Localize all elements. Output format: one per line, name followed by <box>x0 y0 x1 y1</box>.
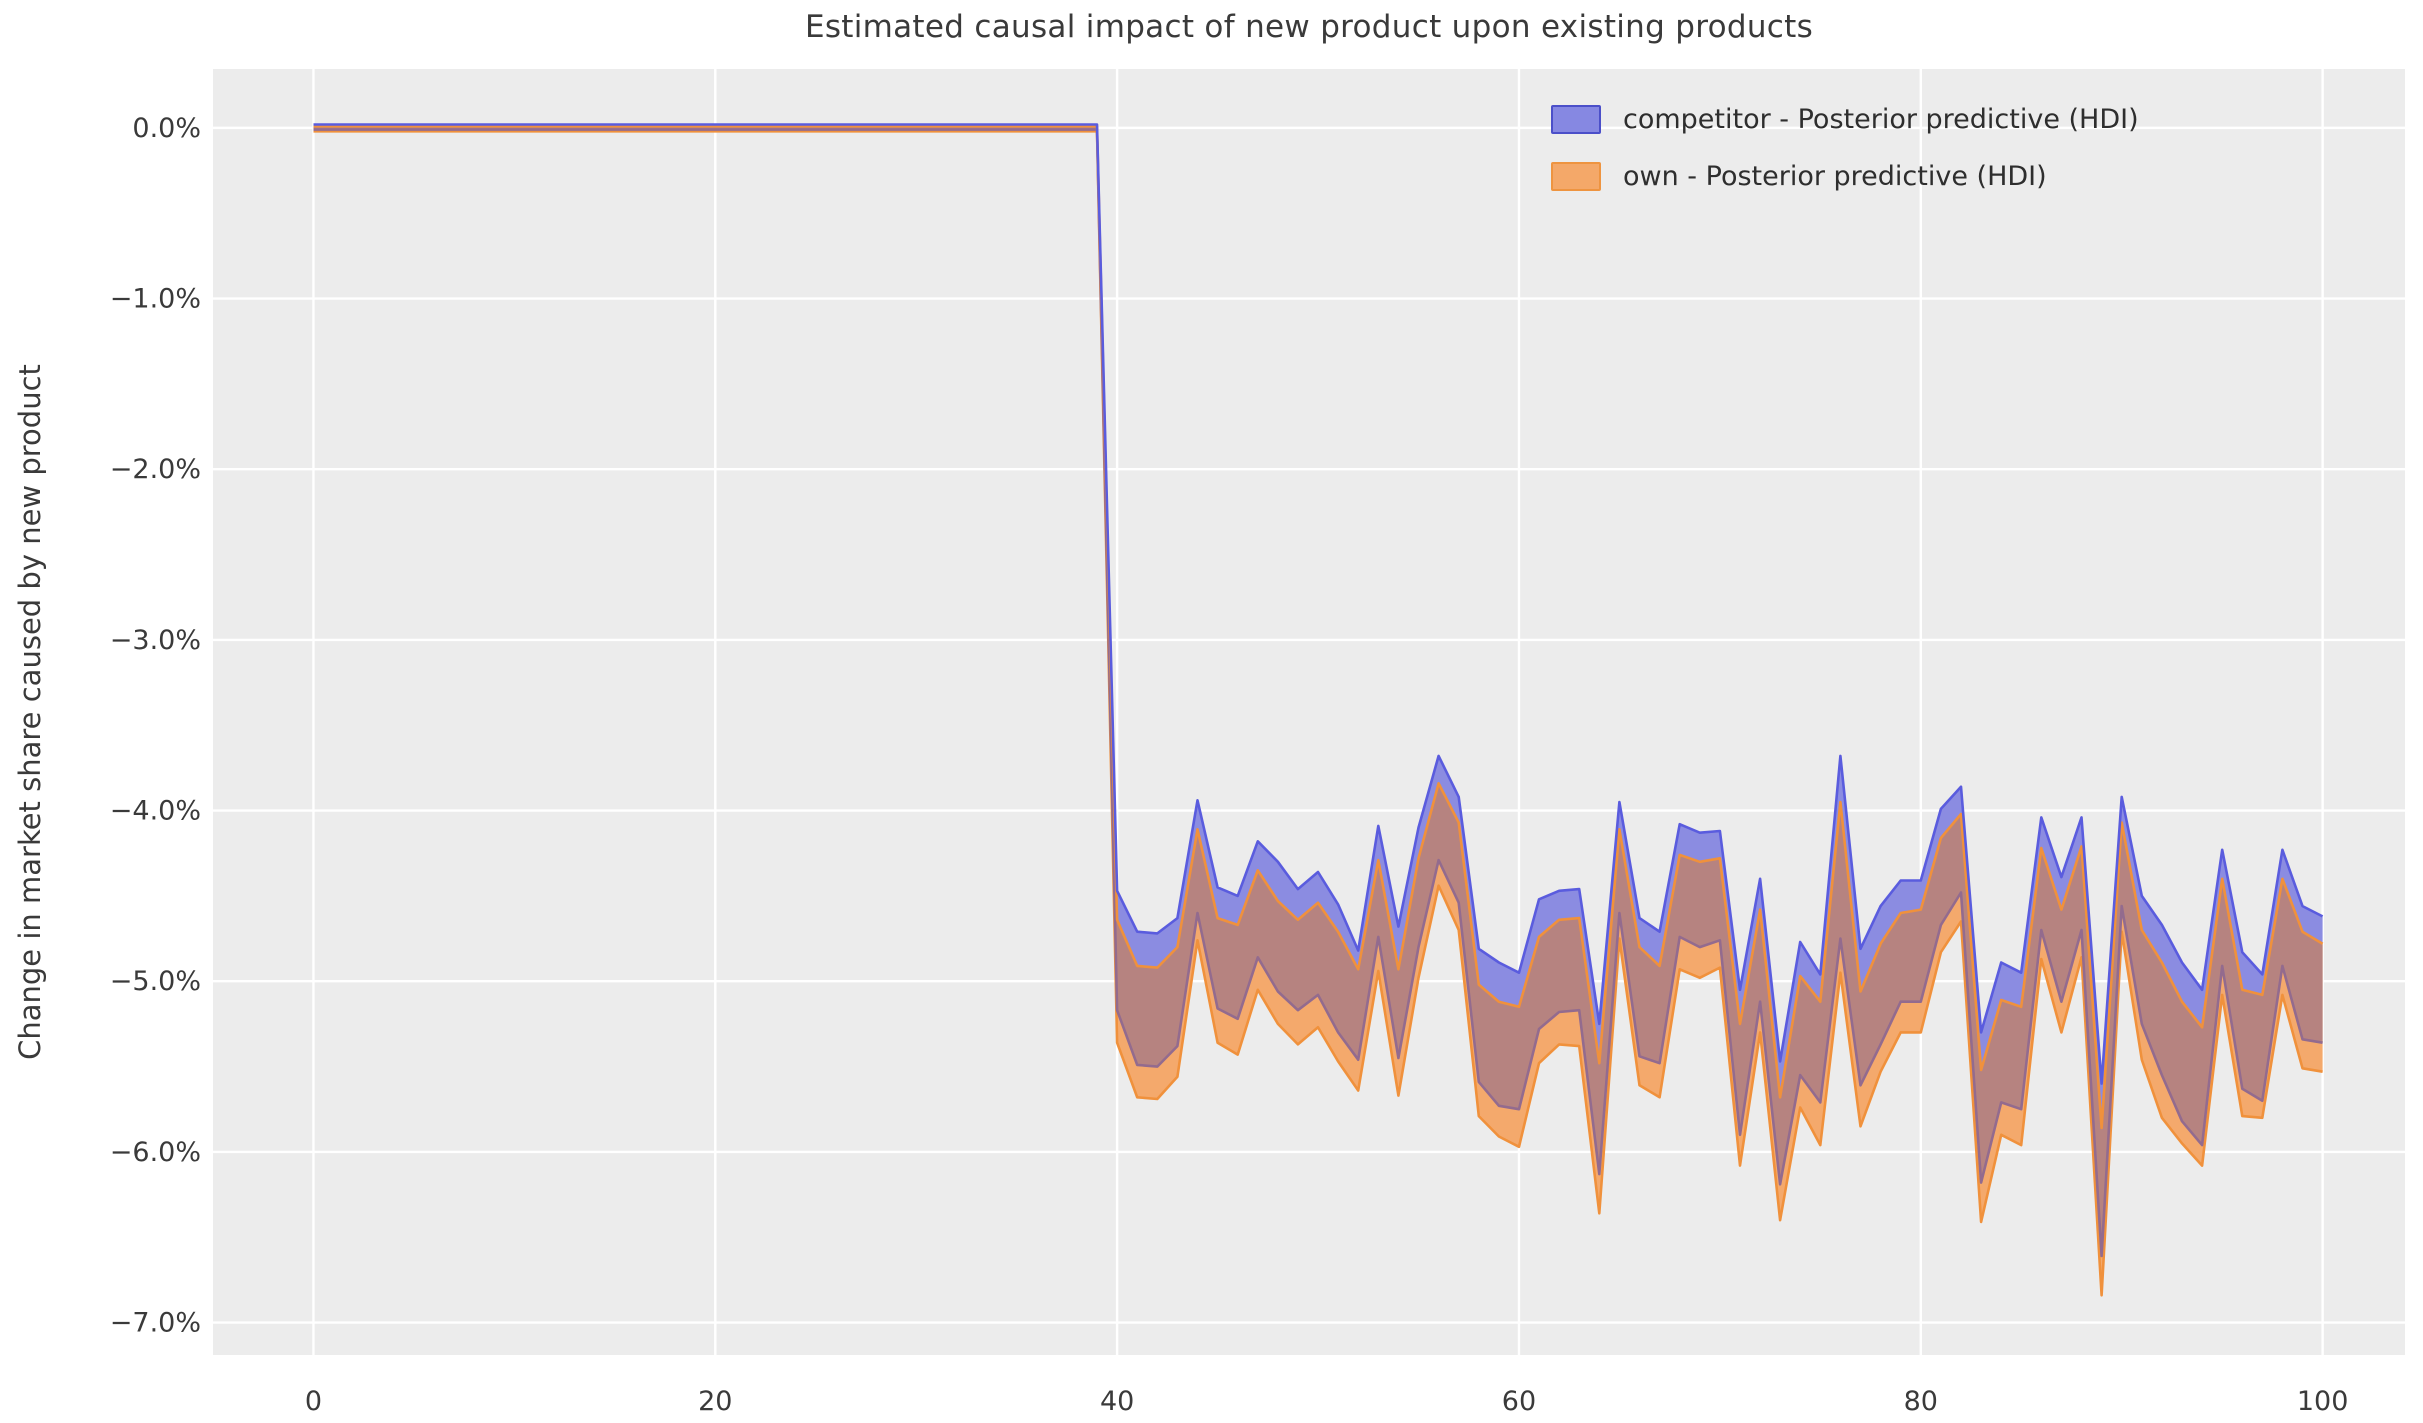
chart-title: Estimated causal impact of new product u… <box>804 9 1814 45</box>
legend: competitor - Posterior predictive (HDI) … <box>1551 104 2139 218</box>
series-group <box>313 123 2324 1297</box>
y-tick-label: −5.0% <box>110 966 201 997</box>
legend-label-own: own - Posterior predictive (HDI) <box>1623 161 2047 192</box>
own-lower-edge-line <box>313 130 2323 1297</box>
competitor-upper-edge-line <box>313 123 2324 1085</box>
x-tick-label: 0 <box>305 1386 322 1417</box>
y-tick-label: −2.0% <box>110 454 201 485</box>
y-tick-label: −4.0% <box>110 796 201 827</box>
y-tick-label: −6.0% <box>110 1137 201 1168</box>
legend-entry-competitor: competitor - Posterior predictive (HDI) <box>1551 104 2139 135</box>
y-axis-label: Change in market share caused by new pro… <box>13 364 47 1060</box>
y-tick-label: −7.0% <box>110 1308 201 1339</box>
competitor-lower-edge-line <box>313 128 2323 1258</box>
y-tick-label: −1.0% <box>110 284 201 315</box>
legend-label-competitor: competitor - Posterior predictive (HDI) <box>1623 104 2139 135</box>
legend-swatch-competitor-icon <box>1551 105 1601 134</box>
x-tick-label: 80 <box>1904 1386 1938 1417</box>
y-tick-label: 0.0% <box>132 113 201 144</box>
legend-swatch-own-icon <box>1551 162 1601 191</box>
legend-entry-own: own - Posterior predictive (HDI) <box>1551 161 2139 192</box>
x-tick-label: 100 <box>2297 1386 2349 1417</box>
x-tick-label: 40 <box>1100 1386 1134 1417</box>
x-tick-label: 20 <box>698 1386 732 1417</box>
own-upper-edge-line <box>313 124 2324 1130</box>
x-tick-label: 60 <box>1502 1386 1536 1417</box>
plot-area <box>213 69 2405 1355</box>
y-tick-label: −3.0% <box>110 625 201 656</box>
